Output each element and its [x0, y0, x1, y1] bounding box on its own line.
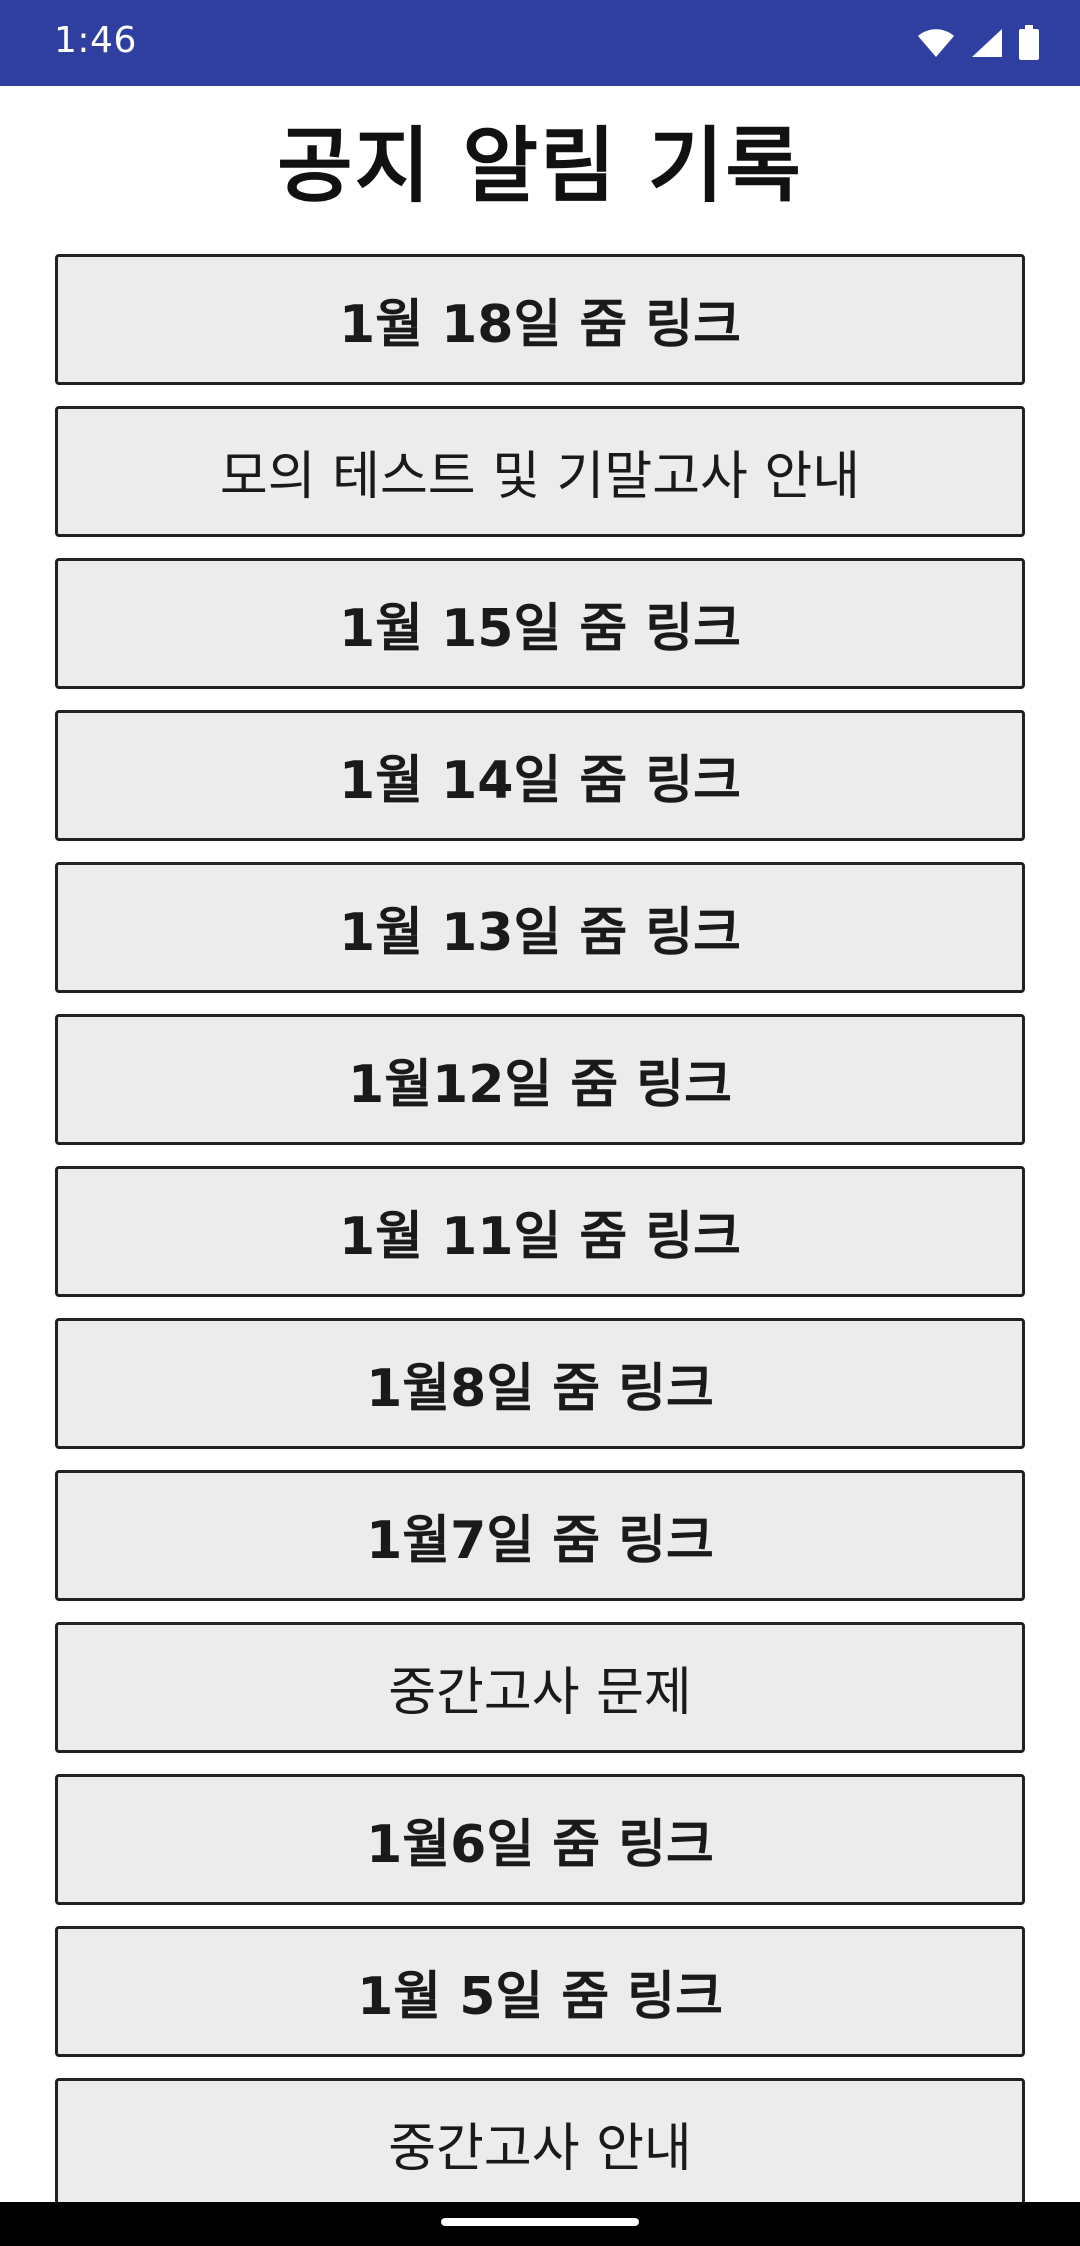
notice-button[interactable]: 1월12일 줌 링크: [55, 1014, 1025, 1145]
notice-list: 1월 18일 줌 링크 모의 테스트 및 기말고사 안내 1월 15일 줌 링크…: [55, 254, 1025, 2202]
notice-button[interactable]: 모의 테스트 및 기말고사 안내: [55, 406, 1025, 537]
notice-button[interactable]: 1월6일 줌 링크: [55, 1774, 1025, 1905]
notice-button[interactable]: 1월 5일 줌 링크: [55, 1926, 1025, 2057]
notice-button[interactable]: 1월 13일 줌 링크: [55, 862, 1025, 993]
notice-button[interactable]: 중간고사 문제: [55, 1622, 1025, 1753]
page-title: 공지 알림 기록: [277, 119, 803, 214]
status-time: 1:46: [54, 20, 137, 61]
notice-button[interactable]: 1월 11일 줌 링크: [55, 1166, 1025, 1297]
notice-button[interactable]: 1월8일 줌 링크: [55, 1318, 1025, 1449]
status-bar: 1:46: [0, 0, 1080, 86]
navigation-bar: [0, 2202, 1080, 2246]
notice-button[interactable]: 1월7일 줌 링크: [55, 1470, 1025, 1601]
battery-icon: [1018, 25, 1040, 61]
wifi-icon: [916, 27, 956, 59]
home-handle[interactable]: [441, 2218, 639, 2226]
notice-button[interactable]: 1월 15일 줌 링크: [55, 558, 1025, 689]
signal-icon: [970, 27, 1004, 59]
notice-button[interactable]: 중간고사 안내: [55, 2078, 1025, 2202]
notice-history-screen: 공지 알림 기록 1월 18일 줌 링크 모의 테스트 및 기말고사 안내 1월…: [0, 86, 1080, 2202]
status-icons: [916, 22, 1040, 64]
notice-button[interactable]: 1월 14일 줌 링크: [55, 710, 1025, 841]
notice-button[interactable]: 1월 18일 줌 링크: [55, 254, 1025, 385]
